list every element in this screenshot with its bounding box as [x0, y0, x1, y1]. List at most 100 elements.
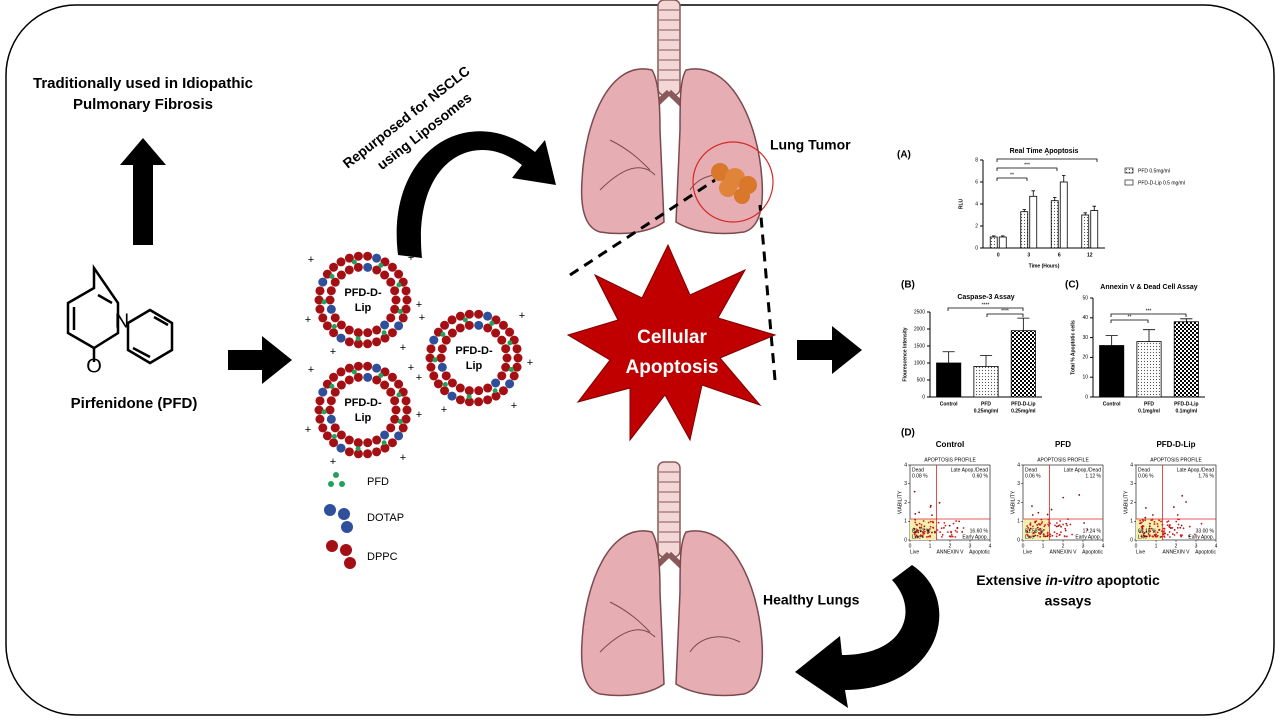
event	[1176, 527, 1179, 529]
lipid	[380, 443, 390, 453]
event	[956, 526, 959, 529]
lipid	[491, 328, 501, 338]
lipid	[455, 323, 465, 333]
event	[1144, 516, 1147, 519]
y-tick-label: 8	[975, 157, 978, 163]
event	[1039, 535, 1042, 538]
charge: +	[511, 400, 517, 412]
event	[1038, 522, 1040, 525]
event	[941, 533, 944, 536]
quadrant-label: Dead	[912, 467, 924, 473]
lipid	[401, 396, 411, 406]
event	[1185, 501, 1187, 503]
lipid	[344, 363, 354, 373]
event	[922, 533, 925, 535]
lipid	[380, 270, 390, 280]
event	[1158, 519, 1160, 522]
event	[939, 531, 942, 533]
lipid	[336, 367, 346, 377]
legend-label: PFD 0.5mg/ml	[1138, 168, 1170, 174]
event	[1149, 530, 1152, 533]
x-tick-label: PFD	[1144, 401, 1154, 407]
lipid	[372, 363, 382, 373]
x-tick-label: 0.25mg/ml	[1011, 408, 1036, 414]
lipid	[353, 372, 363, 382]
lipid	[429, 371, 439, 381]
event	[1140, 535, 1143, 538]
y-tick-label: 0	[1130, 537, 1133, 543]
bar	[1059, 181, 1068, 249]
event	[961, 531, 964, 533]
event	[1182, 527, 1185, 530]
y-tick-label: 1	[1130, 519, 1133, 525]
event	[1163, 536, 1166, 538]
event	[1050, 508, 1053, 511]
event	[1139, 522, 1141, 525]
event	[1026, 530, 1029, 533]
y-tick-label: 30	[1082, 335, 1088, 341]
event	[1179, 526, 1182, 529]
event	[1034, 534, 1037, 537]
right-arrow	[228, 336, 292, 384]
charge: +	[416, 372, 422, 384]
lipid	[474, 309, 484, 319]
event	[1037, 511, 1040, 514]
y-tick-label: 0	[904, 537, 907, 543]
quadrant-val: 0.06 %	[1025, 473, 1041, 479]
lipid	[326, 304, 336, 314]
lipid	[440, 386, 450, 396]
event	[1047, 523, 1049, 526]
event	[931, 520, 934, 523]
event	[1062, 496, 1065, 499]
lipid	[394, 321, 404, 331]
event	[1054, 524, 1057, 527]
event	[920, 526, 923, 529]
lipid	[372, 375, 382, 385]
sig-bracket	[1110, 313, 1187, 317]
event	[1144, 519, 1147, 522]
caption-part: apoptotic	[1093, 572, 1160, 588]
lipid	[318, 387, 328, 397]
lipid	[464, 320, 474, 330]
lipid	[344, 325, 354, 335]
curved-arrow	[795, 565, 940, 708]
lipid	[437, 344, 447, 354]
tumor	[711, 163, 757, 204]
legend-swatch	[1124, 179, 1134, 186]
event	[929, 504, 932, 507]
right-arrow	[797, 326, 862, 374]
event	[917, 531, 920, 534]
lipid	[372, 435, 382, 445]
sig-label: ***	[1146, 308, 1152, 314]
event	[950, 533, 953, 536]
event	[1149, 522, 1151, 525]
event	[931, 531, 933, 534]
event	[1141, 531, 1144, 533]
x-tick-label: 0.1mg/ml	[1138, 408, 1160, 414]
lipid	[336, 430, 346, 440]
drug-dot	[508, 367, 514, 373]
event	[913, 490, 916, 493]
event	[1055, 535, 1058, 538]
lipid	[441, 371, 451, 381]
event	[1150, 527, 1153, 530]
lipid	[325, 295, 335, 305]
x-tick-label: 2	[1175, 543, 1178, 549]
event	[1083, 522, 1086, 524]
y-tick-label: 4	[1017, 462, 1020, 468]
event	[915, 523, 918, 526]
quadrant-label: Early Apop.	[1075, 534, 1101, 540]
event	[1177, 523, 1180, 526]
x-tick-label: 4	[1215, 543, 1218, 549]
lipid	[344, 253, 354, 263]
event	[1176, 531, 1178, 534]
event	[1042, 533, 1045, 536]
center-line: Cellular	[637, 327, 707, 348]
event	[1159, 536, 1162, 538]
sig-bracket	[947, 307, 1024, 311]
drug-dot	[432, 357, 438, 363]
error-bar	[992, 235, 996, 237]
lipid	[353, 449, 363, 459]
